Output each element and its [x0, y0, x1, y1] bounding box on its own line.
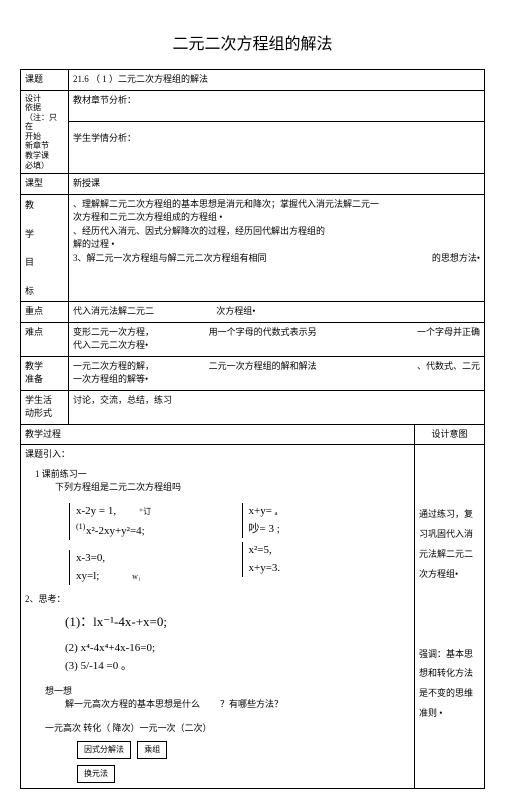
side7: 是不变的思维 — [419, 684, 480, 704]
design-label: 设计意图 — [414, 424, 484, 445]
nd1: 变形二元一次方程， — [73, 326, 209, 340]
flowbox-1: 因式分解法 — [77, 741, 131, 759]
side5: 强调：基本思 — [419, 645, 480, 665]
eq4a: x²=5, — [249, 542, 411, 559]
jiao5tail: 的思想方法• — [432, 252, 480, 266]
zd-label: 重点 — [21, 302, 69, 323]
flowbox-3: 换元法 — [77, 765, 115, 783]
jiao3: 、经历代入消元、因式分解降次的过程，经历回代解出方程组的 — [73, 225, 480, 239]
xiangQ: 解一元高次方程的基本思想是什么 — [65, 698, 200, 712]
eq4b: x+y=3. — [249, 560, 411, 577]
side4: 次方程组• — [419, 565, 480, 585]
jiao2: 次方程和二元二次方程组成的方程组 • — [73, 211, 480, 225]
thinkEq3: (3) 5/-14 =0 。 — [65, 658, 410, 675]
jxzb4: 一次方程组的解等• — [73, 373, 480, 387]
xshd-label: 学生活 动形式 — [21, 390, 69, 424]
zd2: 次方程组• — [216, 306, 255, 316]
sheji2: 学生学情分析： — [69, 121, 485, 174]
side-content: 通过练习，复 习巩固代入消 元法解二元二 次方程组• 强调：基本思 想和转化方法… — [414, 445, 484, 789]
keti-content: 21.6 （ 1 ）二元二次方程组的解法 — [69, 70, 485, 91]
side3: 元法解二元二 — [419, 545, 480, 565]
flowbox-2: 乘组 — [137, 741, 167, 759]
jxzb3: 、代数式、二元 — [344, 360, 480, 374]
preQ: 下列方程组是二元二次方程组吗 — [55, 481, 410, 495]
nd2: 用一个字母的代数式表示另 — [209, 326, 345, 340]
think: 2、思考： — [25, 593, 410, 607]
proc-label: 教学过程 — [21, 424, 415, 445]
side2: 习巩固代入消 — [419, 525, 480, 545]
eq2a: x+y= ₐ — [249, 503, 411, 520]
main-content: 课题引入： 1 课前练习一 下列方程组是二元二次方程组吗 x-2y = 1, ⁺… — [21, 445, 415, 789]
thinkEq1: (1)：lx⁻¹-4x-+x=0; — [65, 612, 410, 632]
pre: 1 课前练习一 — [35, 468, 410, 482]
side1: 通过练习，复 — [419, 505, 480, 525]
xshd: 讨论，交流，总结，练习 — [69, 390, 485, 424]
kexing-label: 课型 — [21, 174, 69, 195]
flow1: 一元高次 转化（ 降次）一元一次（二次） — [45, 722, 410, 736]
zd1: 代入消元法解二元二 — [73, 306, 154, 316]
xiangQ2: ？有哪些方法？ — [220, 698, 283, 712]
jiao1: 、理解解二元二次方程组的基本思想是消元和降次；掌握代入消元法解二元一 — [73, 198, 480, 212]
tagW: w₁ — [132, 572, 141, 581]
eq3a: x-3=0, — [76, 550, 238, 567]
nd-label: 难点 — [21, 322, 69, 356]
zd-content: 代入消元法解二元二 次方程组• — [69, 302, 485, 323]
keti-label: 课题 — [21, 70, 69, 91]
nd3: 一个字母并正确 — [344, 326, 480, 340]
eq1a: x-2y = 1, — [76, 505, 116, 517]
jiao-content: 、理解解二元二次方程组的基本思想是消元和降次；掌握代入消元法解二元一 次方程和二… — [69, 194, 485, 302]
eq2b: 吵= 3 ; — [249, 521, 411, 538]
lesson-plan-table: 课题 21.6 （ 1 ）二元二次方程组的解法 设计 依据 （注：只在 开始 新… — [20, 69, 485, 789]
eq3b: xy=l; — [76, 570, 99, 582]
kexing: 新授课 — [69, 174, 485, 195]
intro: 课题引入： — [25, 448, 410, 462]
page-title: 二元二次方程组的解法 — [20, 30, 485, 54]
nd4: 代入二元二次方程• — [73, 339, 480, 353]
jiao5: 3、解二元一次方程组与解二元二次方程组有相同 — [73, 252, 267, 266]
sheji-label: 设计 依据 （注：只在 开始 新章节 教学课 必填） — [21, 90, 69, 174]
jiao4: 解的过程 • — [73, 238, 480, 252]
tag1: ⁺订 — [139, 507, 151, 516]
jxzb-content: 一元二次方程的解， 二元一次方程组的解和解法 、代数式、二元 一次方程组的解等• — [69, 356, 485, 390]
jxzb2: 二元一次方程组的解和解法 — [209, 360, 345, 374]
side6: 想和转化方法 — [419, 664, 480, 684]
flow: 一元高次 转化（ 降次）一元一次（二次） 因式分解法 乘组 换元法 — [45, 722, 410, 786]
sheji1: 教材章节分析： — [69, 90, 485, 121]
thinkEq2: (2) x⁴-4x⁴+4x-16=0; — [65, 640, 410, 657]
xiang: 想一想 — [45, 685, 410, 699]
jiao-label: 教 学 目 标 — [21, 194, 69, 302]
eq1b: x²-2xy+y²=4; — [86, 523, 238, 540]
jxzb-label: 教学 准备 — [21, 356, 69, 390]
jxzb1: 一元二次方程的解， — [73, 360, 209, 374]
nd-content: 变形二元一次方程， 用一个字母的代数式表示另 一个字母并正确 代入二元二次方程• — [69, 322, 485, 356]
